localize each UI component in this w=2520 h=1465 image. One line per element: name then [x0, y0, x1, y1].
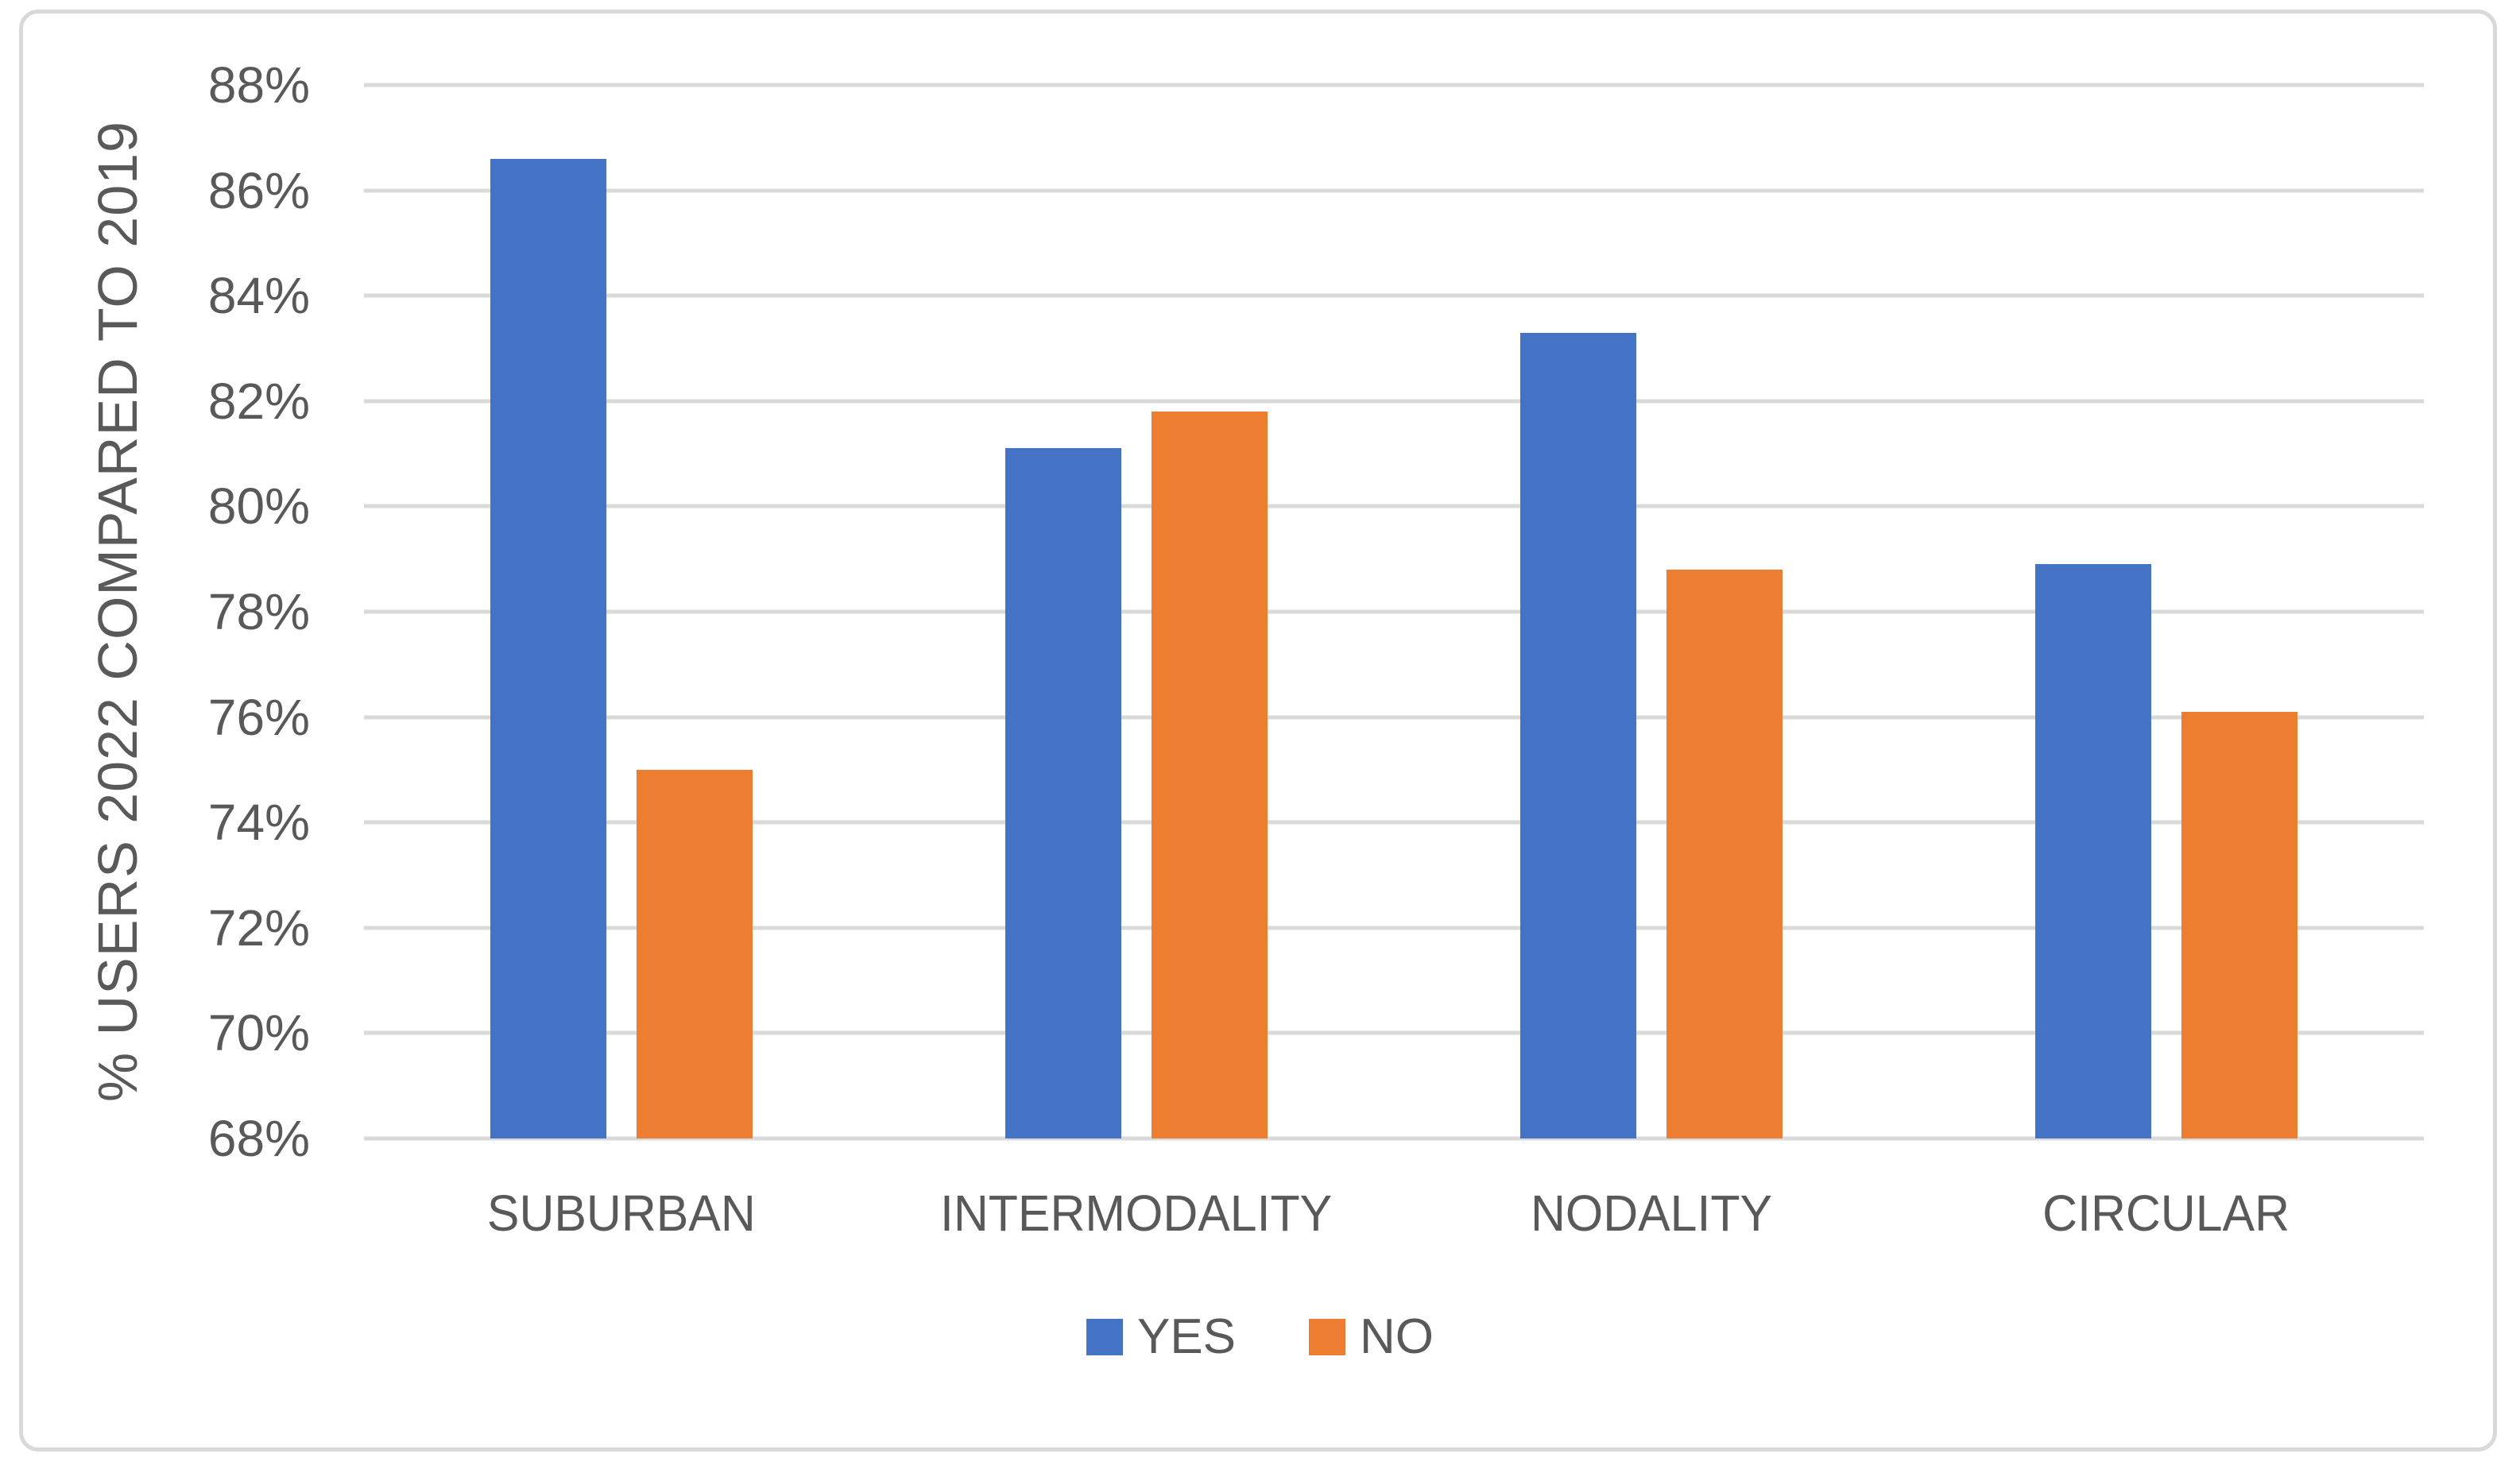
y-tick-label: 68% — [207, 1110, 310, 1167]
y-tick-label: 72% — [207, 899, 310, 957]
category-label-nodality: NODALITY — [1394, 1188, 1909, 1239]
gridline-70% — [364, 1030, 2424, 1035]
category-label-intermodality: INTERMODALITY — [879, 1188, 1394, 1239]
legend-label: NO — [1360, 1309, 1434, 1364]
bar-circular-yes — [2035, 564, 2151, 1138]
category-label-suburban: SUBURBAN — [364, 1188, 879, 1239]
gridline-82% — [364, 399, 2424, 404]
bar-nodality-yes — [1520, 332, 1636, 1138]
gridline-88% — [364, 83, 2424, 87]
y-tick-label: 82% — [207, 372, 310, 430]
legend-swatch-yes — [1086, 1319, 1123, 1355]
gridline-76% — [364, 715, 2424, 720]
bar-intermodality-yes — [1005, 448, 1121, 1138]
legend: YES NO — [0, 1312, 2520, 1362]
y-tick-label: 80% — [207, 477, 310, 535]
gridline-84% — [364, 293, 2424, 298]
legend-label: YES — [1136, 1309, 1237, 1364]
y-tick-label: 76% — [207, 688, 310, 746]
y-tick-label: 74% — [207, 794, 310, 852]
bar-suburban-yes — [490, 158, 606, 1138]
bar-intermodality-no — [1152, 412, 1268, 1138]
gridline-68% — [364, 1136, 2424, 1141]
y-tick-label: 70% — [207, 1004, 310, 1062]
y-tick-label: 84% — [207, 267, 310, 325]
y-tick-label: 88% — [207, 56, 310, 114]
category-label-text: CIRCULAR — [2042, 1185, 2290, 1242]
legend-swatch-no — [1309, 1319, 1346, 1355]
category-label-text: INTERMODALITY — [940, 1185, 1333, 1242]
plot-area — [364, 83, 2424, 1141]
legend-item-no: NO — [1309, 1312, 1434, 1362]
gridline-86% — [364, 188, 2424, 193]
legend-item-yes: YES — [1086, 1312, 1236, 1362]
gridline-80% — [364, 504, 2424, 508]
bar-circular-no — [2181, 711, 2297, 1138]
gridline-78% — [364, 609, 2424, 614]
gridline-74% — [364, 820, 2424, 825]
category-label-text: SUBURBAN — [487, 1185, 756, 1242]
y-tick-label: 78% — [207, 583, 310, 640]
y-tick-label: 86% — [207, 161, 310, 219]
bar-nodality-no — [1666, 569, 1783, 1138]
bar-suburban-no — [637, 769, 753, 1138]
category-label-text: NODALITY — [1530, 1185, 1773, 1242]
category-label-circular: CIRCULAR — [1909, 1188, 2424, 1239]
gridline-72% — [364, 926, 2424, 930]
